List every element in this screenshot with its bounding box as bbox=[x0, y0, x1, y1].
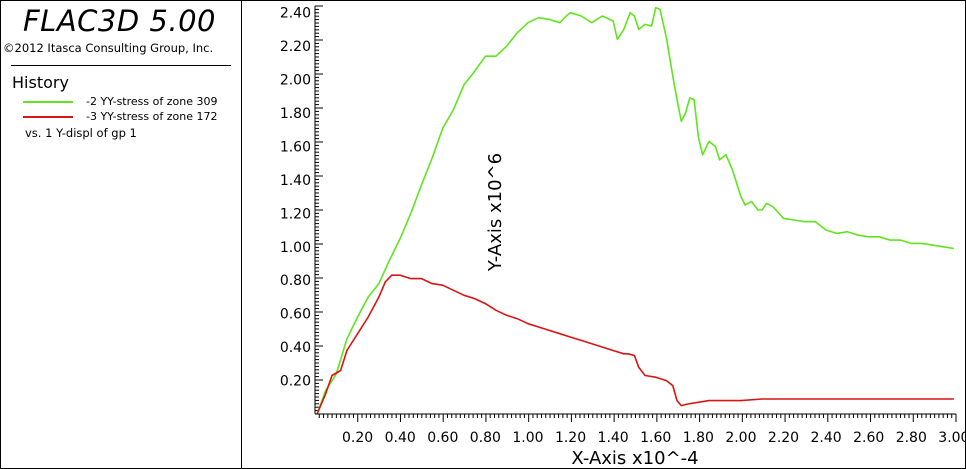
x-tick-label: 1.00 bbox=[512, 430, 543, 446]
legend-label: -3 YY-stress of zone 172 bbox=[86, 110, 218, 123]
y-axis-ticks: 0.20 0.40 0.60 0.80 1.00 1.20 1.40 1.60 1.80 2.00… bbox=[280, 5, 323, 412]
app-title: FLAC3D 5.00 bbox=[23, 4, 216, 38]
x-tick-label: 1.60 bbox=[640, 430, 671, 446]
legend-label: -2 YY-stress of zone 309 bbox=[86, 95, 218, 108]
x-axis-ticks: 0.20 0.40 0.60 0.80 1.00 1.20 1.40 1.60 1.80 2.00… bbox=[318, 414, 965, 446]
y-tick-label: 1.60 bbox=[280, 139, 311, 155]
x-tick-label: 2.60 bbox=[853, 430, 884, 446]
x-tick-label: 1.80 bbox=[683, 430, 714, 446]
legend-entry-zone-309: -2 YY-stress of zone 309 bbox=[23, 95, 238, 109]
x-variable-label: vs. 1 Y-displ of gp 1 bbox=[25, 126, 137, 140]
x-tick-label: 2.80 bbox=[896, 430, 927, 446]
history-info-panel: FLAC3D 5.00 ©2012 Itasca Consulting Grou… bbox=[1, 1, 242, 468]
x-tick-label: 1.20 bbox=[555, 430, 586, 446]
series-line bbox=[316, 274, 954, 415]
series-line bbox=[316, 6, 955, 415]
y-tick-label: 0.80 bbox=[280, 273, 311, 289]
x-tick-label: 2.00 bbox=[725, 430, 756, 446]
series-group bbox=[316, 6, 955, 415]
y-tick-label: 1.80 bbox=[280, 106, 311, 122]
y-tick-label: 1.00 bbox=[280, 240, 311, 256]
x-tick-label: 2.40 bbox=[811, 430, 842, 446]
history-chart: 0.20 0.40 0.60 0.80 1.00 1.20 1.40 1.60 1.80 2.00… bbox=[280, 5, 965, 468]
copyright-notice: ©2012 Itasca Consulting Group, Inc. bbox=[3, 41, 214, 55]
x-tick-label: 3.00 bbox=[938, 430, 965, 446]
y-tick-label: 2.40 bbox=[280, 6, 311, 22]
x-tick-label: 2.20 bbox=[768, 430, 799, 446]
x-tick-label: 0.80 bbox=[470, 430, 501, 446]
x-tick-label: 1.40 bbox=[598, 430, 629, 446]
panel-divider bbox=[11, 65, 231, 66]
y-tick-label: 2.00 bbox=[280, 73, 311, 89]
y-axis-title: Y-Axis x10^6 bbox=[485, 153, 506, 272]
y-tick-label: 1.40 bbox=[280, 173, 311, 189]
y-tick-label: 0.60 bbox=[280, 307, 311, 323]
legend-swatch-red bbox=[23, 116, 73, 118]
x-tick-label: 0.60 bbox=[427, 430, 458, 446]
legend-swatch-green bbox=[23, 101, 73, 103]
x-tick-label: 0.20 bbox=[342, 430, 373, 446]
y-tick-label: 2.20 bbox=[280, 39, 311, 55]
history-heading: History bbox=[12, 73, 69, 92]
y-tick-label: 0.20 bbox=[280, 374, 311, 390]
x-tick-label: 0.40 bbox=[385, 430, 416, 446]
y-tick-label: 1.20 bbox=[280, 206, 311, 222]
y-tick-label: 0.40 bbox=[280, 340, 311, 356]
legend-entry-zone-172: -3 YY-stress of zone 172 bbox=[23, 110, 238, 124]
x-axis-title: X-Axis x10^-4 bbox=[571, 448, 698, 468]
